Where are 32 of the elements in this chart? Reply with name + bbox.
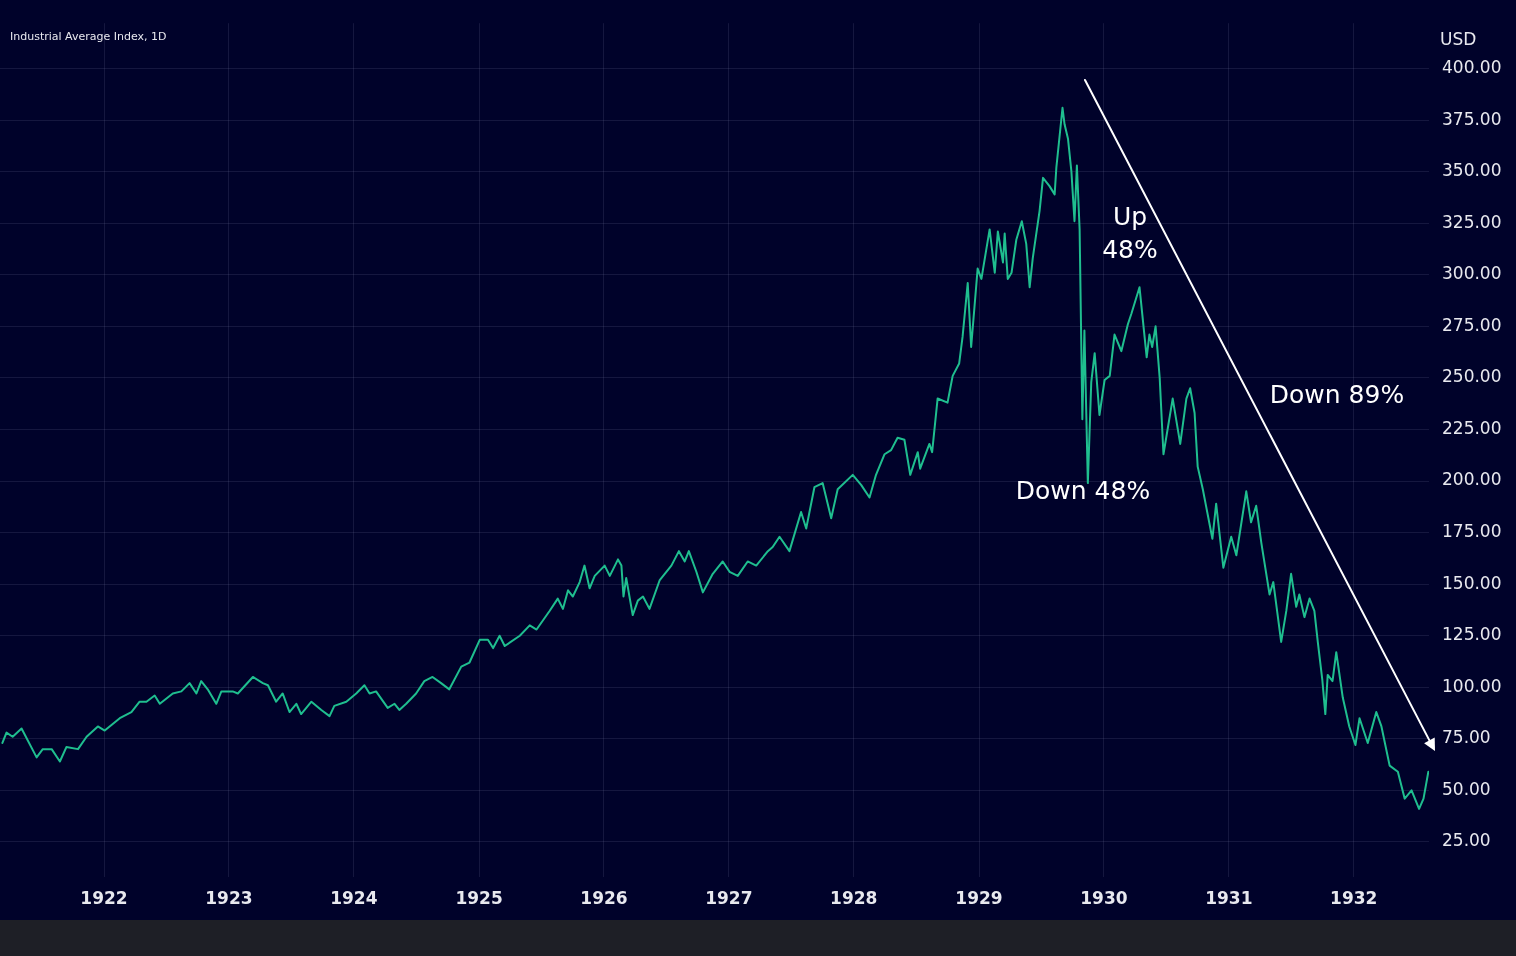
y-tick-label: 100.00 xyxy=(1442,675,1502,696)
y-tick-label: 400.00 xyxy=(1442,56,1502,77)
x-tick-label: 1927 xyxy=(705,887,753,908)
x-tick-label: 1925 xyxy=(455,887,503,908)
x-tick-label: 1923 xyxy=(205,887,253,908)
y-tick-label: 225.00 xyxy=(1442,417,1502,438)
y-tick-label: 175.00 xyxy=(1442,521,1502,542)
x-tick-label: 1928 xyxy=(830,887,878,908)
text: Industrial Average Index, 1D xyxy=(10,30,167,44)
y-tick-label: 325.00 xyxy=(1442,211,1502,232)
x-tick-label: 1932 xyxy=(1330,887,1378,908)
annotation: Up 48% xyxy=(1102,202,1158,264)
x-tick-label: 1931 xyxy=(1205,887,1253,908)
annotation: Down 89% xyxy=(1269,379,1405,409)
x-tick-label: 1930 xyxy=(1080,887,1128,908)
x-tick-label: 1924 xyxy=(330,887,378,908)
y-tick-label: 275.00 xyxy=(1442,314,1502,335)
y-tick-label: 300.00 xyxy=(1442,263,1502,284)
y-tick-label: 250.00 xyxy=(1442,366,1502,387)
y-tick-label: 150.00 xyxy=(1442,572,1502,593)
y-tick-label: 200.00 xyxy=(1442,469,1502,490)
y-tick-label: 125.00 xyxy=(1442,624,1502,645)
x-tick-label: 1929 xyxy=(955,887,1003,908)
y-tick-label: 50.00 xyxy=(1442,778,1491,799)
x-tick-label: 1926 xyxy=(580,887,628,908)
x-tick-label: 1922 xyxy=(80,887,128,908)
y-tick-label: 350.00 xyxy=(1442,160,1502,181)
y-tick-label: 375.00 xyxy=(1442,108,1502,129)
y-axis-title: USD xyxy=(1440,28,1477,49)
y-tick-label: 25.00 xyxy=(1442,830,1491,851)
annotation: Down 48% xyxy=(1015,475,1151,505)
y-tick-label: 75.00 xyxy=(1442,727,1491,748)
